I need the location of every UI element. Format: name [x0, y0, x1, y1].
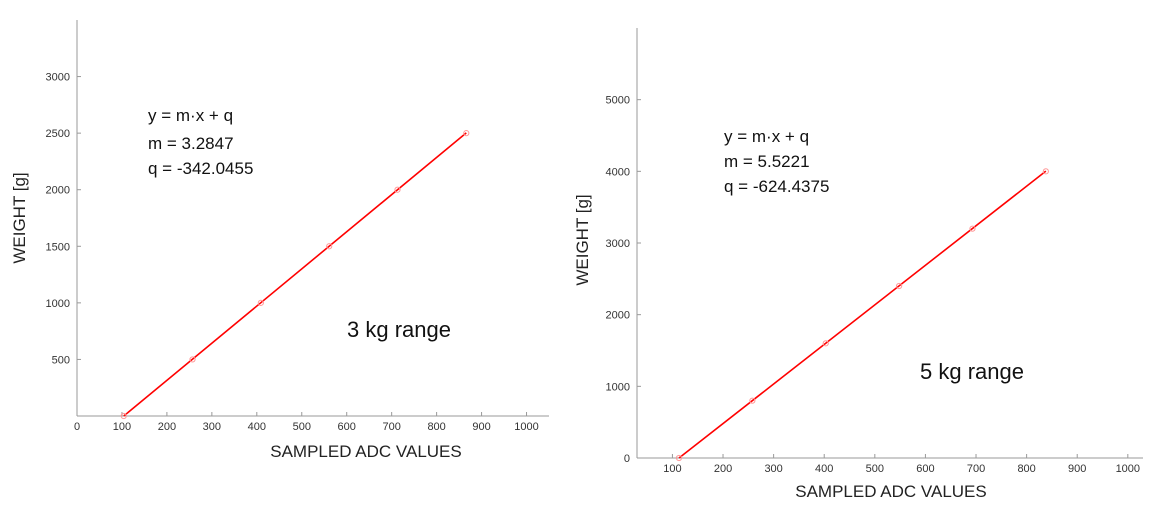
chart1-data-point: [257, 299, 264, 306]
chart1-x-tick-label: 600: [338, 421, 356, 433]
chart2-x-tick-label: 500: [866, 463, 884, 475]
chart1-fit-line: [123, 132, 467, 417]
chart1-y-axis-title: WEIGHT [g]: [10, 172, 29, 263]
chart2-x-axis-title: SAMPLED ADC VALUES: [795, 482, 986, 501]
chart1-x-tick-label: 1000: [514, 421, 538, 433]
chart2-data-point: [896, 282, 903, 290]
chart1-data-point: [189, 356, 196, 363]
chart1-data-point: [463, 130, 470, 137]
chart1-x-tick-label: 700: [382, 421, 400, 433]
chart1-x-tick-label: 500: [293, 421, 311, 433]
chart1-annotation-q: q = -342.0455: [148, 159, 253, 178]
chart2-annotation-q: q = -624.4375: [724, 177, 829, 196]
chart2-x-tick-label: 300: [764, 463, 782, 475]
chart1-y-tick-label: 1500: [46, 241, 70, 253]
chart1-data-point: [394, 186, 401, 193]
chart2-x-tick-label: 200: [714, 463, 732, 475]
chart1-x-tick-label: 300: [203, 421, 221, 433]
chart2-fit-line: [678, 170, 1047, 459]
chart1-y-tick-label: 2000: [46, 185, 70, 197]
chart2-data-point: [1042, 168, 1049, 175]
chart2-x-tick-label: 900: [1068, 463, 1086, 475]
chart1-x-tick-label: 100: [113, 421, 131, 433]
chart2-y-tick-label: 4000: [606, 166, 630, 178]
chart2-x-tick-label: 100: [663, 463, 681, 475]
chart2-y-tick-label: 1000: [606, 381, 630, 393]
chart2-x-tick-label: 400: [815, 463, 833, 475]
chart2-y-tick-label: 2000: [606, 310, 630, 322]
chart2-annotation-equation: y = m·x + q: [724, 127, 809, 146]
chart2-annotation-m: m = 5.5221: [724, 152, 810, 171]
chart2-x-tick-label: 800: [1017, 463, 1035, 475]
chart1-x-tick-label: 900: [472, 421, 490, 433]
chart1-x-tick-label: 400: [248, 421, 266, 433]
chart2-y-tick-label: 5000: [606, 95, 630, 107]
chart1-annotation-equation: y = m·x + q: [148, 106, 233, 125]
chart2-x-tick-label: 700: [967, 463, 985, 475]
chart1-x-tick-label: 800: [427, 421, 445, 433]
chart2-range-label: 5 kg range: [920, 359, 1024, 384]
chart1-data-point: [120, 412, 127, 420]
chart1-data-point: [326, 243, 333, 250]
chart2-data-point: [822, 340, 829, 347]
chart2-y-tick-label: 3000: [606, 238, 630, 250]
chart2-x-tick-label: 600: [916, 463, 934, 475]
chart2-y-axis-title: WEIGHT [g]: [573, 194, 592, 285]
chart2-data-point: [969, 225, 976, 232]
chart1-x-axis-title: SAMPLED ADC VALUES: [270, 442, 461, 461]
chart1-x-tick-label: 200: [158, 421, 176, 433]
chart2-data-point: [749, 397, 756, 404]
chart1-range-label: 3 kg range: [347, 317, 451, 342]
chart2-y-tick-label: 0: [624, 453, 630, 465]
chart1-annotation-m: m = 3.2847: [148, 134, 234, 153]
chart1-y-tick-label: 1000: [46, 298, 70, 310]
chart1-x-tick-label: 0: [74, 421, 80, 433]
chart1-y-tick-label: 2500: [46, 128, 70, 140]
chart2-x-tick-label: 1000: [1116, 463, 1140, 475]
chart2-data-point: [675, 454, 683, 462]
chart1-y-tick-label: 3000: [46, 72, 70, 84]
chart1-y-tick-label: 500: [52, 354, 70, 366]
